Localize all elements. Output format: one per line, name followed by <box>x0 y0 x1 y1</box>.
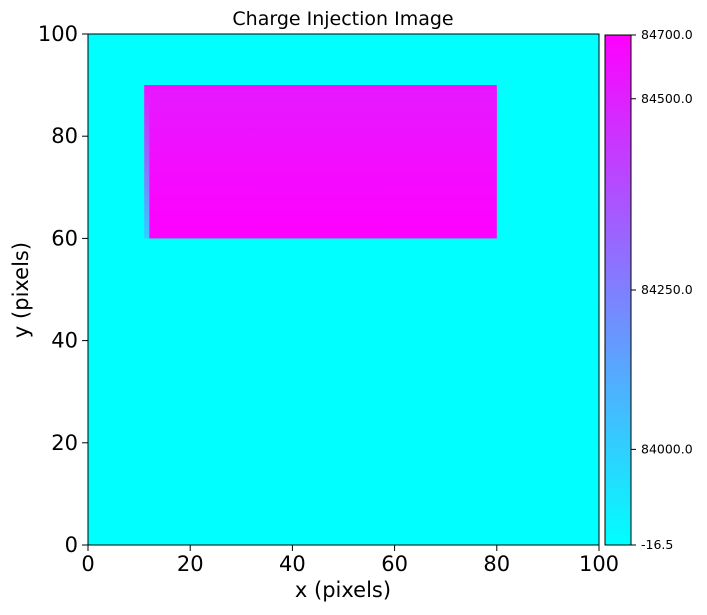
y-tick-label: 100 <box>38 22 78 46</box>
heatmap-region-injection-block <box>149 90 497 239</box>
x-tick-label: 40 <box>279 552 306 576</box>
colorbar-tick-label: 84500.0 <box>641 91 693 106</box>
plot-frame <box>87 33 600 546</box>
colorbar-tick-label: 84250.0 <box>641 282 693 297</box>
colorbar-ticks: -16.5 84000.0 84250.0 84500.0 84700.0 <box>631 27 693 552</box>
x-tick-label: 60 <box>381 552 408 576</box>
y-tick-label: 20 <box>51 431 78 455</box>
y-tick-label: 80 <box>51 124 78 148</box>
x-tick-label: 0 <box>81 552 94 576</box>
colorbar-gradient <box>605 35 631 545</box>
colorbar-tick-label: 84000.0 <box>641 441 693 456</box>
x-tick-label: 100 <box>579 552 619 576</box>
y-axis-label: y (pixels) <box>9 242 33 338</box>
heatmap-regions <box>144 85 497 239</box>
x-tick-label: 20 <box>177 552 204 576</box>
colorbar-tick-label: 84700.0 <box>641 27 693 42</box>
y-tick-label: 60 <box>51 226 78 250</box>
colorbar: -16.5 84000.0 84250.0 84500.0 84700.0 <box>604 27 693 552</box>
y-axis-ticks: 0 20 40 60 80 100 <box>38 22 88 557</box>
y-tick-label: 40 <box>51 329 78 353</box>
chart-title: Charge Injection Image <box>232 8 453 30</box>
x-axis-label: x (pixels) <box>295 578 391 602</box>
x-axis-ticks: 0 20 40 60 80 100 <box>81 545 619 576</box>
plot-area <box>87 33 600 546</box>
x-tick-label: 80 <box>483 552 510 576</box>
y-tick-label: 0 <box>65 533 78 557</box>
colorbar-tick-label: -16.5 <box>641 537 673 552</box>
